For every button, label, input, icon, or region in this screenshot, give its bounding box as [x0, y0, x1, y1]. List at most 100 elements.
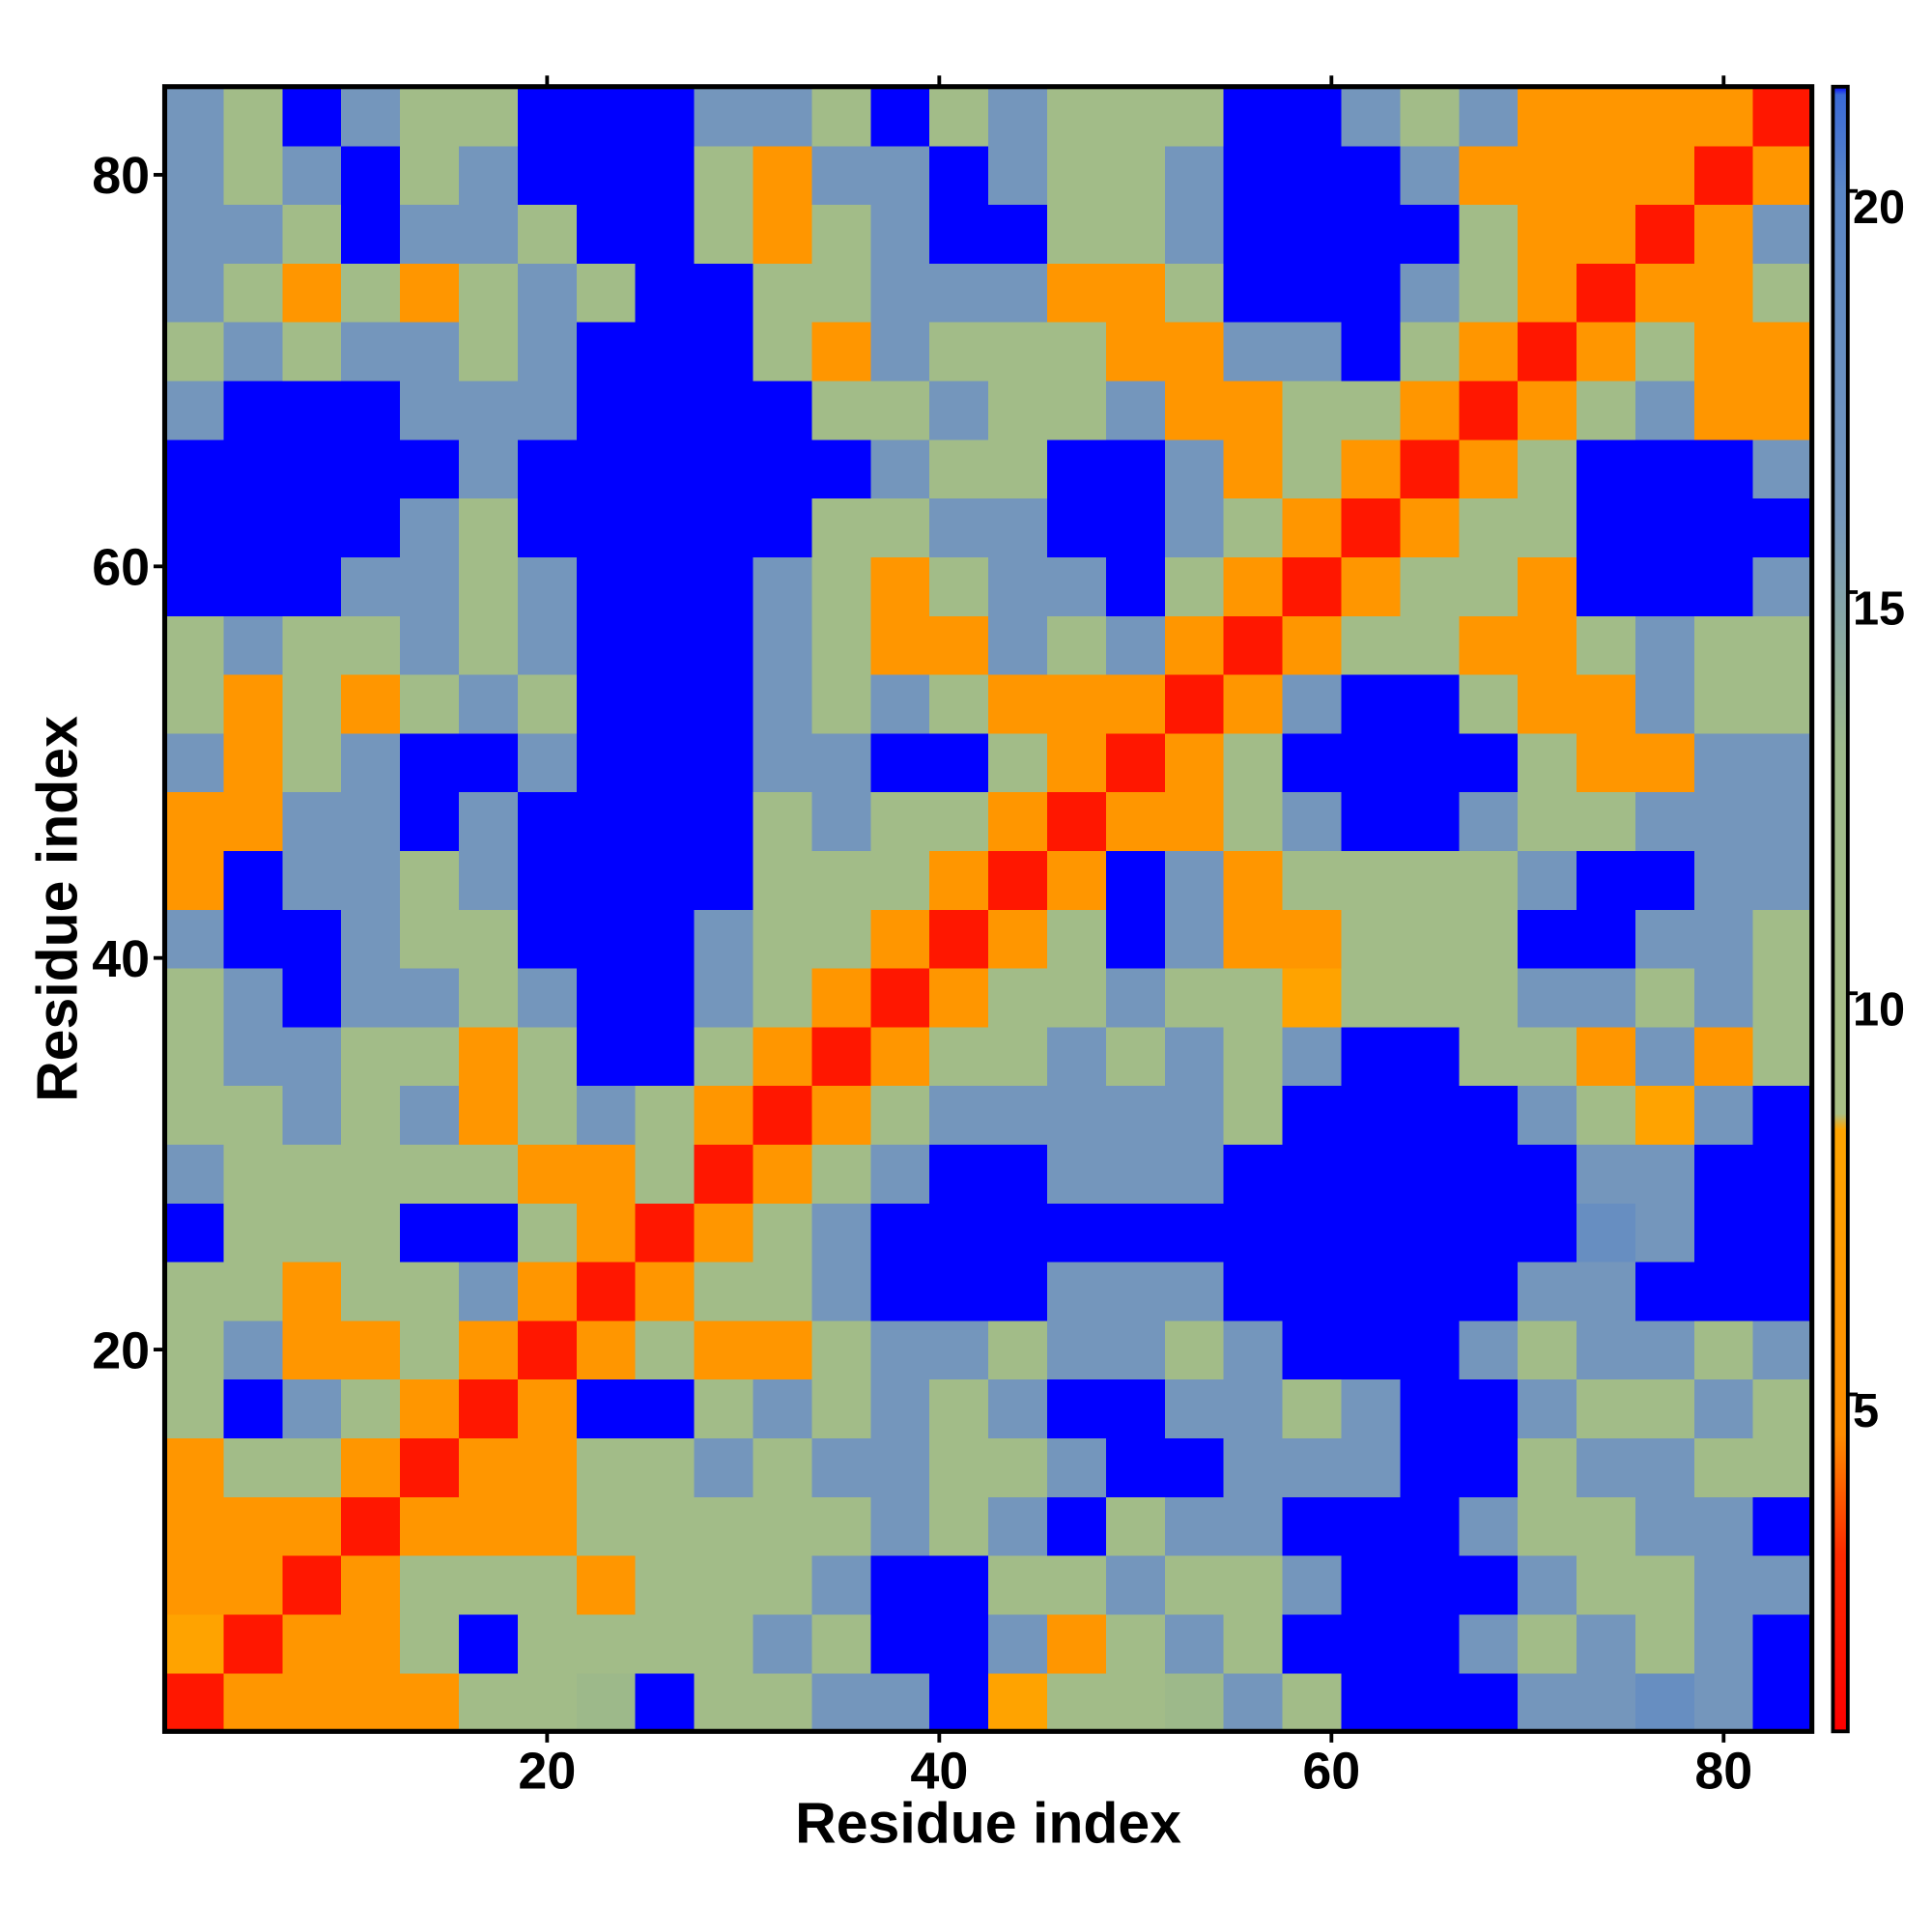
heatmap-cell [811, 439, 872, 499]
heatmap-cell [282, 791, 342, 851]
heatmap-cell [694, 263, 754, 323]
heatmap-cell [223, 850, 284, 910]
heatmap-cell [1752, 1320, 1813, 1380]
heatmap-cell [164, 556, 225, 616]
heatmap-cell [1105, 497, 1166, 557]
heatmap-cell [1105, 145, 1166, 206]
heatmap-cell [811, 1085, 872, 1146]
heatmap-cell [164, 145, 225, 206]
heatmap-cell [341, 321, 401, 382]
heatmap-cell [988, 204, 1048, 264]
heatmap-cell [1577, 614, 1636, 675]
heatmap-cell [1518, 204, 1577, 264]
heatmap-cell [1459, 86, 1519, 147]
heatmap-cell [1341, 1496, 1402, 1556]
x-tick-label: 80 [1694, 1742, 1752, 1800]
heatmap-cell [1752, 380, 1813, 440]
heatmap-cell [223, 1437, 284, 1497]
heatmap-cell [1223, 1672, 1284, 1733]
y-axis-title: Residue index [26, 716, 89, 1102]
heatmap-cell [694, 1261, 754, 1321]
heatmap-cell [223, 967, 284, 1028]
heatmap-cell [341, 1378, 401, 1439]
heatmap-cell [1282, 1144, 1343, 1204]
heatmap-cell [1518, 1261, 1577, 1321]
heatmap-cell [517, 1026, 578, 1087]
heatmap-cell [1577, 850, 1636, 910]
heatmap-cell [1577, 732, 1636, 793]
heatmap-cell [1693, 1144, 1754, 1204]
heatmap-cell [1164, 263, 1225, 323]
heatmap-cell [870, 556, 930, 616]
heatmap-cell [988, 1437, 1048, 1497]
heatmap-cell [929, 791, 989, 851]
heatmap-cell [282, 1026, 342, 1087]
heatmap-cell [517, 1378, 578, 1439]
heatmap-cell [517, 380, 578, 440]
heatmap-cell [517, 556, 578, 616]
heatmap-cell [1282, 791, 1343, 851]
heatmap-cell [929, 1554, 989, 1615]
heatmap-cell [164, 86, 225, 147]
heatmap-cell [1752, 1378, 1813, 1439]
heatmap-cell [1400, 1026, 1461, 1087]
heatmap-cell [988, 1144, 1048, 1204]
heatmap-cell [1693, 791, 1754, 851]
heatmap-cell [870, 145, 930, 206]
heatmap-cell [1164, 1496, 1225, 1556]
heatmap-cell [1046, 380, 1107, 440]
heatmap-cell [1046, 791, 1107, 851]
heatmap-cell [870, 497, 930, 557]
heatmap-cell [517, 1320, 578, 1380]
heatmap-cell [576, 380, 637, 440]
heatmap-cell [1634, 1378, 1695, 1439]
heatmap-cell [988, 909, 1048, 969]
heatmap-cell [929, 1613, 989, 1674]
heatmap-cell [576, 791, 637, 851]
heatmap-cell [694, 1496, 754, 1556]
heatmap-cell [1105, 86, 1166, 147]
heatmap-cell [1223, 1554, 1284, 1615]
heatmap-cell [282, 1261, 342, 1321]
heatmap-cell [1400, 1554, 1461, 1615]
heatmap-cell [1459, 1203, 1519, 1263]
heatmap-cell [1341, 380, 1402, 440]
heatmap-cell [1223, 850, 1284, 910]
heatmap-cell [635, 1496, 696, 1556]
heatmap-cell [1282, 1203, 1343, 1263]
heatmap-cell [459, 1554, 519, 1615]
heatmap-cell [1105, 1261, 1166, 1321]
heatmap-cell [1341, 497, 1402, 557]
heatmap-cell [1459, 1320, 1519, 1380]
heatmap-cell [576, 1144, 637, 1204]
heatmap-cell [1400, 1613, 1461, 1674]
heatmap-cell [870, 1085, 930, 1146]
heatmap-cell [694, 614, 754, 675]
heatmap-cell [1046, 497, 1107, 557]
heatmap-cell [1693, 732, 1754, 793]
heatmap-cell [1282, 1378, 1343, 1439]
heatmap-cell [517, 1261, 578, 1321]
heatmap-cell [1634, 1437, 1695, 1497]
heatmap-cell [164, 614, 225, 675]
heatmap-cell [929, 321, 989, 382]
heatmap-cell [1693, 380, 1754, 440]
heatmap-cell [870, 1496, 930, 1556]
heatmap-cell [635, 967, 696, 1028]
heatmap-cell [1282, 1613, 1343, 1674]
heatmap-cell [694, 1613, 754, 1674]
heatmap-cell [517, 1144, 578, 1204]
heatmap-cell [1693, 614, 1754, 675]
heatmap-cell [341, 263, 401, 323]
heatmap-cell [1341, 1554, 1402, 1615]
heatmap-cell [988, 1026, 1048, 1087]
heatmap-cell [1518, 614, 1577, 675]
heatmap-cell [1577, 1026, 1636, 1087]
heatmap-cell [1459, 791, 1519, 851]
heatmap-cell [1282, 1496, 1343, 1556]
heatmap-cell [1634, 673, 1695, 734]
heatmap-cell [694, 791, 754, 851]
heatmap-cell [753, 86, 813, 147]
heatmap-cell [517, 439, 578, 499]
heatmap-cell [1752, 614, 1813, 675]
